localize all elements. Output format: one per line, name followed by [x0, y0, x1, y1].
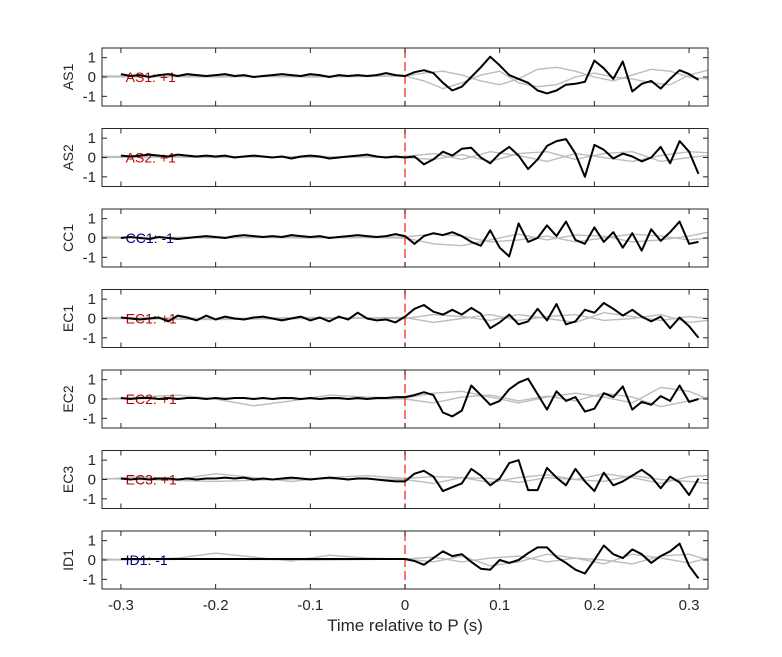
y-tick-label: 0 [88, 150, 96, 167]
y-tick-label: 0 [88, 230, 96, 247]
y-tick-label: 0 [88, 391, 96, 408]
x-tick-label: -0.1 [297, 597, 323, 614]
x-tick-label: 0.1 [489, 597, 510, 614]
y-tick-label: 0 [88, 69, 96, 86]
x-tick-label: 0.3 [679, 597, 700, 614]
x-tick-label: 0.2 [584, 597, 605, 614]
y-tick-label: 1 [88, 452, 96, 469]
y-tick-label: 1 [88, 211, 96, 228]
main-trace [120, 377, 699, 418]
x-tick-label: 0 [401, 597, 409, 614]
y-tick-label: -1 [83, 330, 96, 347]
y-tick-label: 0 [88, 552, 96, 569]
main-trace [120, 138, 700, 178]
main-trace [120, 55, 700, 95]
x-axis: -0.3 -0.2 -0.1 0 0.1 0.2 0.3 [108, 597, 699, 614]
y-axis-label: AS1 [60, 64, 76, 91]
y-axis-label: EC1 [60, 305, 76, 332]
y-tick-label: 0 [88, 472, 96, 489]
y-axis-label: EC3 [60, 466, 76, 493]
y-axis-label: EC2 [60, 385, 76, 412]
panel-as2: AS2: +1 -1 0 1 AS2 [60, 128, 709, 187]
polarity-label: AS2: +1 [126, 150, 176, 166]
y-axis-label: AS2 [60, 144, 76, 171]
y-tick-label: -1 [83, 88, 96, 105]
y-tick-label: -1 [83, 169, 96, 186]
main-trace [120, 220, 699, 258]
background-trace-1 [102, 386, 708, 407]
main-trace [120, 302, 700, 339]
y-tick-label: 0 [88, 311, 96, 328]
y-tick-label: 1 [88, 533, 96, 550]
y-tick-label: 1 [88, 372, 96, 389]
y-tick-label: -1 [83, 410, 96, 427]
y-axis-label: ID1 [60, 549, 76, 571]
y-tick-label: 1 [88, 50, 96, 67]
x-tick-label: -0.2 [203, 597, 229, 614]
y-tick-label: -1 [83, 491, 96, 508]
main-trace [120, 542, 700, 579]
y-tick-label: 1 [88, 130, 96, 147]
y-tick-label: 1 [88, 291, 96, 308]
x-axis-label: Time relative to P (s) [327, 616, 483, 635]
y-axis-label: CC1 [60, 224, 76, 252]
y-tick-label: -1 [83, 249, 96, 266]
x-tick-label: -0.3 [108, 597, 134, 614]
main-trace [120, 459, 700, 496]
y-tick-label: -1 [83, 571, 96, 588]
